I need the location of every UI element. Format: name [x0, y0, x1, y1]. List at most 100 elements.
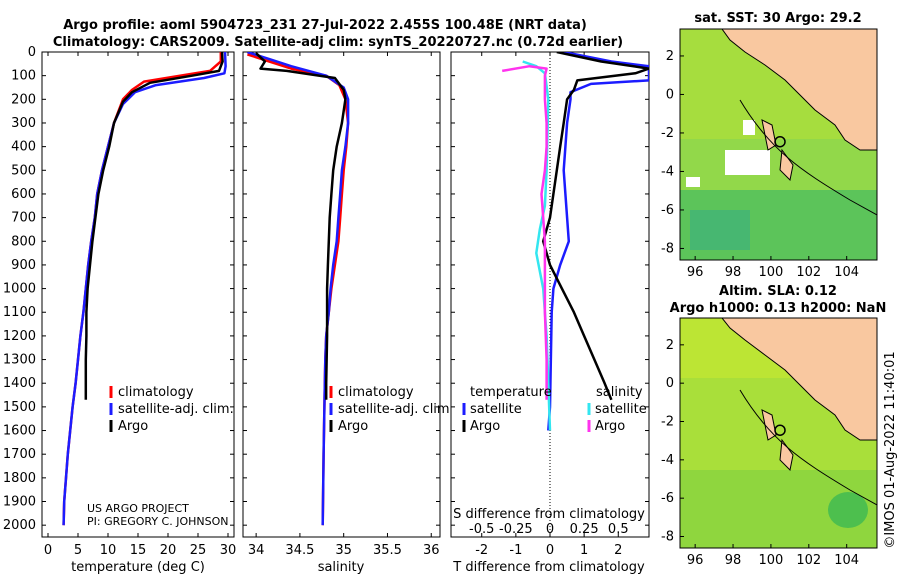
ytick-label: 400	[11, 140, 36, 155]
difference-panel: -2 -1 0 1 2 -0.5 -0.25 0 0.25 0.5 S difference fr…	[450, 51, 650, 575]
xtick-label: 15	[130, 543, 147, 558]
sst-map-title: sat. SST: 30 Argo: 29.2	[694, 11, 861, 26]
temperature-panel: 0100200300400500600700800900100011001200…	[3, 45, 236, 575]
sst-cloud-gap	[725, 150, 770, 175]
series-line-t-satellite	[547, 52, 649, 431]
ytick-label: 100	[11, 69, 36, 84]
xtick-label: 2	[614, 543, 622, 558]
sst-pagai-island	[779, 148, 794, 182]
ytick-label: 2000	[3, 518, 36, 533]
figure-title-line1: Argo profile: aoml 5904723_231 27-Jul-20…	[63, 18, 587, 33]
ytick-label: 1000	[3, 282, 36, 297]
xtick-label: 1	[580, 543, 588, 558]
xtick-label: -1	[509, 543, 522, 558]
sst-contour	[739, 99, 877, 216]
xtick-label: 10	[100, 543, 117, 558]
legend-s-satellite-label: satellite	[595, 402, 647, 417]
ytick-label: 0	[28, 45, 36, 60]
sst-argo-position-marker	[774, 135, 786, 148]
salinity-legend: climatology satellite-adj. clim. Argo	[329, 385, 454, 434]
xtick-label: 36	[423, 543, 440, 558]
x2tick-label: -0.5	[469, 522, 494, 537]
xtick-label: 35	[335, 543, 352, 558]
temperature-difference-xlabel: T difference from climatology	[452, 560, 645, 575]
map-ytick-label: 2	[666, 49, 674, 64]
legend-climatology-label: climatology	[338, 385, 414, 400]
ytick-label: 1700	[3, 447, 36, 462]
map-xtick-label: 104	[834, 553, 859, 568]
map-xtick-label: 96	[687, 265, 704, 280]
map-ytick-label: -8	[661, 530, 674, 545]
series-line-s-argo	[501, 64, 548, 400]
map-xtick-label: 100	[759, 553, 784, 568]
sla-argo-position-marker	[774, 424, 786, 436]
map-xtick-label: 104	[834, 265, 859, 280]
legend-t-satellite-label: satellite	[470, 402, 522, 417]
xtick-label: -2	[475, 543, 488, 558]
temperature-legend: climatology satellite-adj. clim. Argo	[109, 385, 234, 434]
map-xtick-label: 98	[725, 553, 742, 568]
ytick-label: 1600	[3, 424, 36, 439]
legend-climatology-label: climatology	[118, 385, 194, 400]
xtick-label: 0	[44, 543, 52, 558]
sla-map-title-line2: Argo h1000: 0.13 h2000: NaN	[670, 301, 887, 316]
ytick-label: 1100	[3, 305, 36, 320]
legend-t-argo-label: Argo	[470, 419, 500, 434]
legend-temperature-heading: temperature	[470, 385, 552, 400]
temperature-xlabel: temperature (deg C)	[71, 560, 205, 575]
legend-satellite-label: satellite-adj. clim.	[338, 402, 454, 417]
sla-contour	[739, 389, 877, 506]
series-line-t-argo	[541, 52, 649, 401]
map-ytick-label: -2	[661, 126, 674, 141]
sla-map-panel: Altim. SLA: 0.12 Argo h1000: 0.13 h2000:…	[661, 284, 886, 568]
sla-map-field	[680, 318, 877, 548]
ytick-label: 1900	[3, 495, 36, 510]
map-ytick-label: -2	[661, 415, 674, 430]
legend-salinity-heading: salinity	[596, 385, 643, 400]
ytick-label: 1800	[3, 471, 36, 486]
map-xtick-label: 98	[725, 265, 742, 280]
x2tick-label: 0	[546, 522, 554, 537]
map-ytick-label: -8	[661, 241, 674, 256]
temperature-axes-box	[41, 51, 235, 538]
ytick-label: 600	[11, 187, 36, 202]
x2tick-label: -0.25	[499, 522, 533, 537]
map-ytick-label: 0	[666, 87, 674, 102]
imos-stamp: ©IMOS 01-Aug-2022 11:40:01	[883, 351, 898, 548]
map-ytick-label: 0	[666, 376, 674, 391]
map-xtick-label: 96	[687, 553, 704, 568]
salinity-xlabel: salinity	[318, 560, 365, 575]
sla-map-title-line1: Altim. SLA: 0.12	[719, 284, 837, 299]
sst-map-frame	[679, 28, 878, 261]
legend-argo-label: Argo	[118, 419, 148, 434]
ytick-label: 1400	[3, 376, 36, 391]
sst-map-panel: sat. SST: 30 Argo: 29.2 96 98 100 102 104 2 0 -…	[661, 11, 878, 280]
ytick-label: 200	[11, 92, 36, 107]
legend-s-argo-label: Argo	[595, 419, 625, 434]
series-line-argo	[84, 52, 224, 400]
salinity-panel: 34 34.5 35 35.5 36 salinity climatology sate…	[242, 51, 454, 575]
difference-legend: temperature satellite Argo salinity sate…	[462, 385, 647, 434]
x2tick-label: 0.25	[570, 522, 599, 537]
ytick-label: 500	[11, 163, 36, 178]
pi-credit: PI: GREGORY C. JOHNSON	[87, 515, 228, 528]
xtick-label: 0	[546, 543, 554, 558]
ytick-label: 700	[11, 211, 36, 226]
ytick-label: 900	[11, 258, 36, 273]
legend-satellite-label: satellite-adj. clim.	[118, 402, 234, 417]
xtick-label: 20	[160, 543, 177, 558]
xtick-label: 34.5	[285, 543, 314, 558]
ytick-label: 1300	[3, 353, 36, 368]
series-line-argo	[255, 52, 347, 400]
ytick-label: 1500	[3, 400, 36, 415]
map-ytick-label: -6	[661, 203, 674, 218]
salinity-axes-box	[242, 51, 441, 538]
map-xtick-label: 102	[796, 553, 821, 568]
sst-map-field	[680, 29, 877, 260]
sla-pagai-island	[779, 438, 794, 472]
ytick-label: 800	[11, 234, 36, 249]
xtick-label: 34	[248, 543, 265, 558]
map-ytick-label: -6	[661, 491, 674, 506]
xtick-label: 25	[190, 543, 207, 558]
